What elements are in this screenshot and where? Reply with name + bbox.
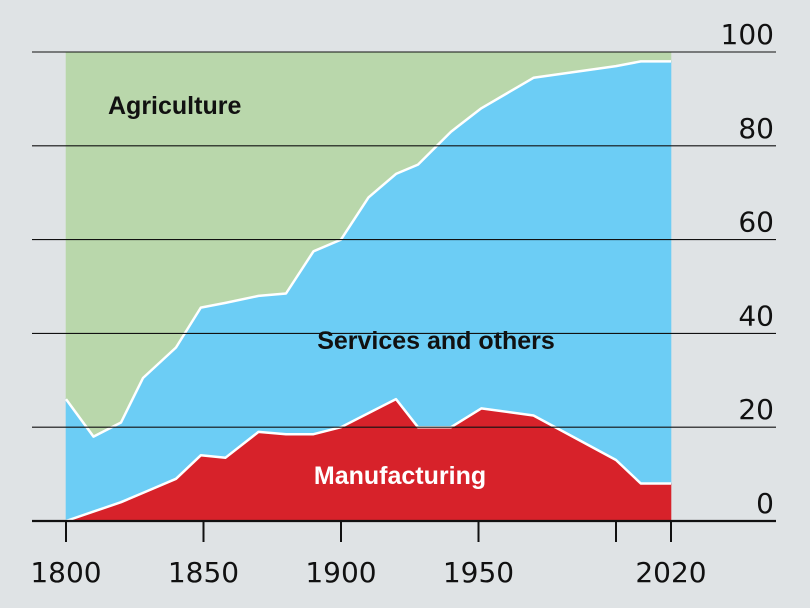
y-tick-label-100: 100 xyxy=(721,18,774,51)
divider-line-manufacturing xyxy=(65,397,671,523)
x-tick-label-2020: 2020 xyxy=(635,556,706,589)
y-tick-label-80: 80 xyxy=(738,112,774,145)
y-tick-label-0: 0 xyxy=(756,487,774,520)
series-label-agriculture: Agriculture xyxy=(108,92,241,120)
x-tick-label-1950: 1950 xyxy=(443,556,514,589)
labels-layer: 0 20 40 60 80 100 1800 1850 1900 1950 2020 Manufact… xyxy=(30,18,774,589)
y-tick-label-40: 40 xyxy=(738,299,774,332)
grid-layer xyxy=(32,51,776,542)
x-tick-label-1900: 1900 xyxy=(305,556,376,589)
y-tick-label-60: 60 xyxy=(738,206,774,239)
series-label-manufacturing: Manufacturing xyxy=(314,462,486,490)
series-label-services-and-others: Services and others xyxy=(317,327,555,355)
y-tick-label-20: 20 xyxy=(738,393,774,426)
divider-line-services-and-others xyxy=(64,60,671,438)
x-tick-label-1850: 1850 xyxy=(168,556,239,589)
x-tick-label-1800: 1800 xyxy=(30,556,101,589)
areas-layer xyxy=(64,51,672,523)
